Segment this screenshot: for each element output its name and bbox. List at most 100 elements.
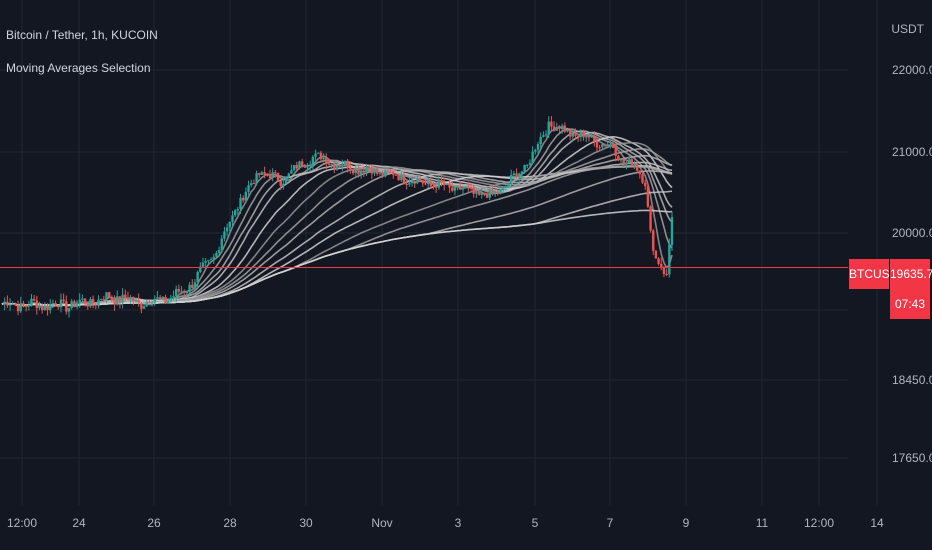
candle-body bbox=[512, 173, 516, 176]
price-tag: 19635.7 07:43 bbox=[890, 259, 932, 319]
candle-body bbox=[534, 149, 537, 152]
candle-body bbox=[274, 172, 277, 174]
candle-body bbox=[148, 301, 151, 304]
candle-body bbox=[429, 182, 432, 186]
candle-body bbox=[38, 305, 41, 309]
candle-body bbox=[59, 299, 63, 308]
candle-body bbox=[579, 132, 583, 137]
candle-body bbox=[19, 303, 22, 312]
candle-body bbox=[504, 186, 508, 188]
candle-body bbox=[488, 189, 491, 198]
candle-body bbox=[472, 188, 475, 194]
candle-body bbox=[410, 181, 414, 184]
candle-body bbox=[346, 160, 349, 168]
x-tick-label: 11 bbox=[756, 516, 769, 530]
candle-body bbox=[255, 173, 258, 184]
candle-body bbox=[193, 282, 197, 288]
candle-body bbox=[247, 185, 250, 192]
candle-body bbox=[327, 163, 331, 165]
bar-countdown: 07:43 bbox=[894, 297, 926, 311]
candle-body bbox=[547, 121, 550, 135]
candle-body bbox=[397, 175, 400, 181]
candle-body bbox=[217, 249, 221, 253]
candle-body bbox=[469, 187, 473, 189]
candle-body bbox=[99, 299, 103, 301]
candle-body bbox=[568, 129, 572, 137]
candle-body bbox=[477, 191, 481, 195]
candle-body bbox=[531, 151, 534, 163]
candle-body bbox=[660, 263, 663, 268]
candle-body bbox=[185, 292, 189, 294]
candle-body bbox=[252, 183, 256, 185]
candle-body bbox=[83, 298, 87, 304]
candle-body bbox=[91, 299, 95, 305]
candle-body bbox=[81, 298, 84, 300]
candle-body bbox=[62, 299, 65, 302]
candle-body bbox=[46, 305, 49, 311]
candle-body bbox=[341, 164, 344, 166]
candle-body bbox=[389, 171, 392, 173]
ma-line bbox=[1, 190, 673, 307]
candle-body bbox=[453, 186, 457, 191]
symbol-price-tag: BTCUSDT bbox=[849, 259, 906, 289]
candle-body bbox=[665, 274, 668, 276]
candle-body bbox=[611, 144, 615, 148]
candle-body bbox=[51, 303, 55, 305]
candle-body bbox=[483, 192, 486, 195]
candle-body bbox=[225, 227, 229, 232]
candle-body bbox=[528, 162, 532, 165]
candle-body bbox=[443, 182, 446, 185]
candle-body bbox=[434, 186, 438, 188]
candle-body bbox=[137, 299, 140, 303]
candle-body bbox=[657, 258, 660, 264]
candle-body bbox=[22, 303, 25, 306]
candle-body bbox=[57, 305, 60, 308]
candle-body bbox=[164, 296, 167, 304]
candle-body bbox=[183, 291, 186, 293]
candle-body bbox=[646, 186, 650, 207]
candle-body bbox=[539, 136, 542, 145]
candle-body bbox=[507, 182, 510, 187]
candle-body bbox=[102, 299, 106, 301]
ma-line bbox=[1, 209, 673, 307]
y-tick-label: 21000.0 bbox=[892, 145, 932, 159]
candle-body bbox=[54, 303, 57, 306]
candle-body bbox=[644, 182, 647, 187]
candle-body bbox=[298, 161, 301, 169]
candle-body bbox=[263, 172, 266, 175]
time-axis: 12:00 24 26 28 30 Nov 3 5 7 9 11 12:00 14 bbox=[7, 516, 884, 530]
candle-body bbox=[386, 170, 390, 172]
currency-label: USDT bbox=[891, 22, 924, 36]
candle-body bbox=[542, 135, 545, 137]
candle-body bbox=[464, 186, 467, 189]
candle-body bbox=[365, 168, 368, 173]
candle-body bbox=[196, 271, 199, 283]
moving-averages bbox=[1, 126, 673, 309]
candle-body bbox=[169, 297, 173, 301]
candle-body bbox=[314, 153, 317, 157]
candle-body bbox=[627, 159, 631, 163]
indicator-title[interactable]: Moving Averages Selection bbox=[6, 61, 151, 75]
candle-body bbox=[199, 266, 202, 272]
candle-body bbox=[215, 252, 218, 257]
x-tick-label: 24 bbox=[72, 516, 86, 530]
candle-body bbox=[300, 161, 304, 167]
candle-body bbox=[236, 209, 240, 211]
candle-body bbox=[333, 164, 336, 169]
candle-body bbox=[306, 166, 309, 168]
candle-body bbox=[335, 165, 339, 169]
symbol-title[interactable]: Bitcoin / Tether, 1h, KUCOIN bbox=[6, 28, 158, 42]
x-tick-label: 5 bbox=[532, 516, 539, 530]
candle-body bbox=[153, 298, 156, 303]
candle-body bbox=[451, 187, 454, 191]
candle-body bbox=[362, 170, 365, 173]
x-tick-label: 14 bbox=[870, 516, 884, 530]
candles bbox=[3, 116, 674, 318]
candle-body bbox=[601, 144, 604, 148]
candle-body bbox=[367, 168, 371, 170]
candle-body bbox=[250, 183, 253, 186]
ma-line bbox=[1, 164, 673, 307]
candle-body bbox=[70, 301, 73, 309]
candle-body bbox=[8, 304, 12, 306]
